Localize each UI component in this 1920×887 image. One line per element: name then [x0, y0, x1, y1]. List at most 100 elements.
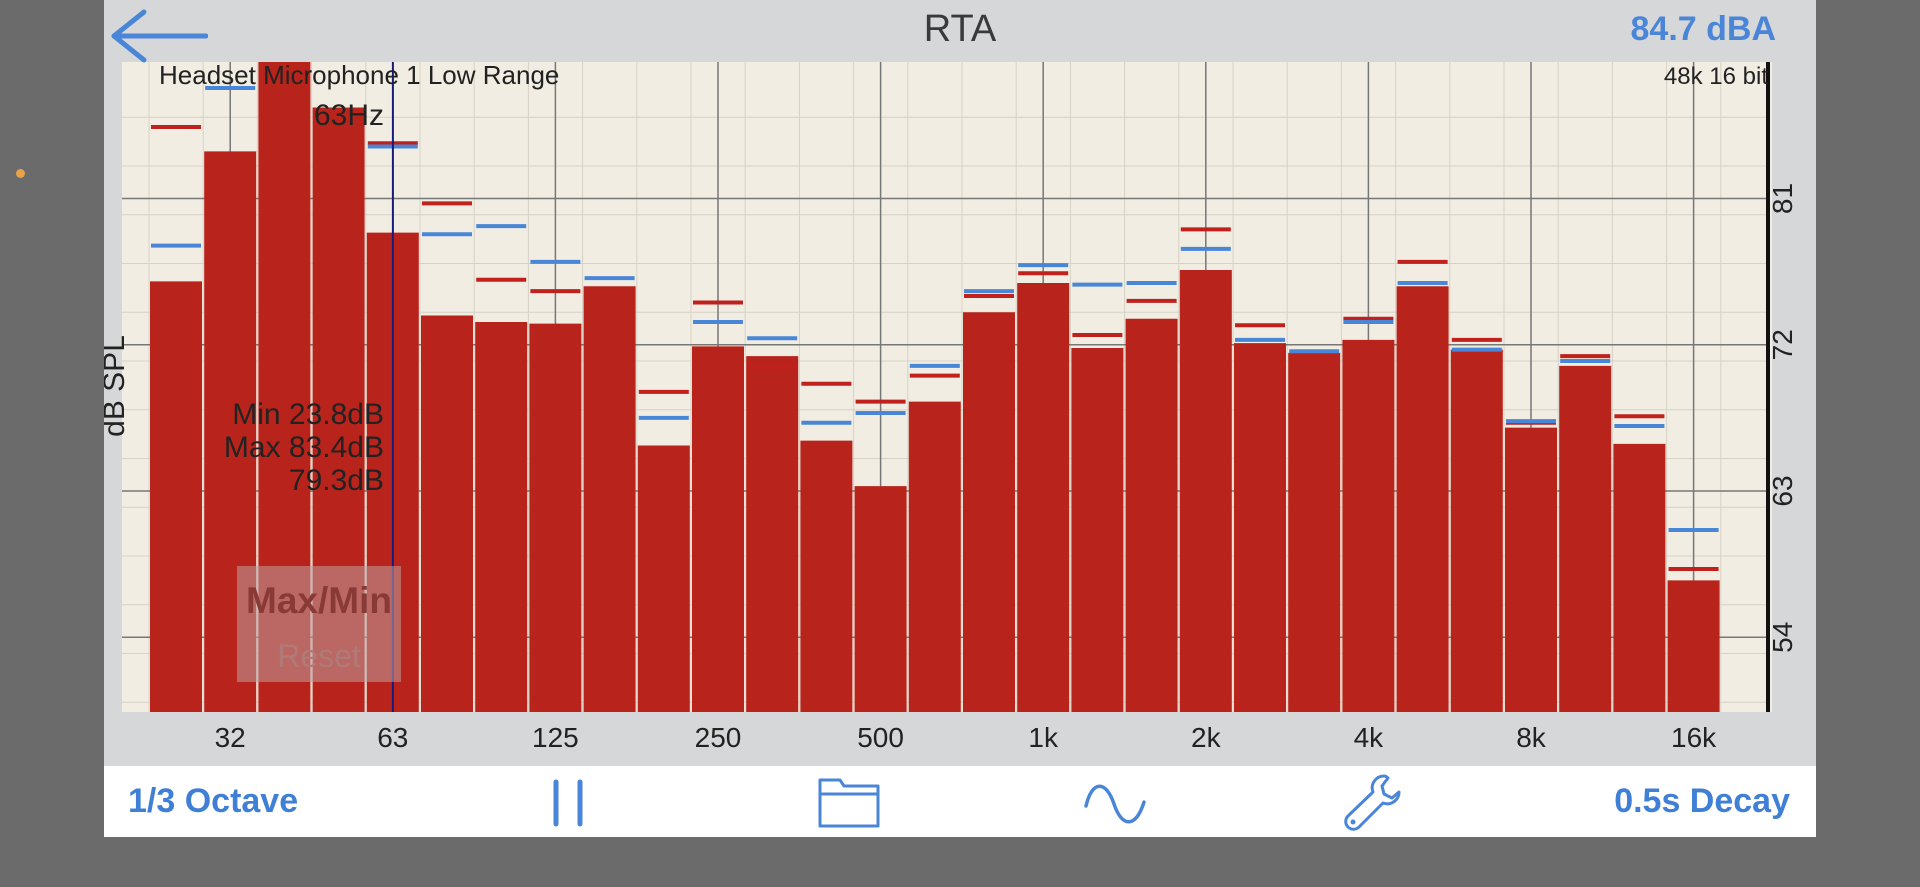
x-tick-label: 8k [1516, 722, 1547, 753]
x-tick-label: 1k [1028, 722, 1059, 753]
average-marker [1451, 347, 1502, 352]
average-marker [638, 415, 689, 420]
average-marker [1180, 246, 1231, 251]
y-tick-label: 63 [1767, 475, 1798, 506]
octave-resolution-button[interactable]: 1/3 Octave [128, 782, 299, 820]
average-marker [1506, 419, 1556, 424]
average-marker [747, 336, 798, 341]
max-marker [1343, 316, 1394, 321]
max-marker [1560, 354, 1611, 359]
cursor-frequency-label: 63Hz [314, 99, 384, 132]
max-marker [855, 399, 906, 404]
max-min-reset-button[interactable]: Max/Min Reset [237, 566, 401, 682]
average-marker [1343, 320, 1394, 324]
x-tick-label: 16k [1671, 722, 1717, 753]
wrench-icon [1344, 774, 1401, 831]
average-marker [151, 243, 201, 248]
peak-markers [151, 86, 1719, 571]
spectrum-bar [692, 346, 744, 712]
device-label: Headset Microphone 1 Low Range [159, 60, 559, 90]
back-arrow-icon [111, 9, 209, 63]
spectrum-bar [150, 281, 202, 712]
average-marker [855, 411, 906, 415]
spectrum-bar [1179, 270, 1232, 712]
average-marker [1560, 359, 1611, 363]
reset-label: Reset [277, 638, 361, 674]
average-marker [693, 320, 743, 324]
average-marker [205, 86, 256, 90]
back-button[interactable] [108, 6, 209, 66]
max-marker [801, 381, 852, 386]
x-tick-label: 32 [215, 722, 246, 753]
average-marker [1235, 337, 1285, 342]
spectrum-bar [529, 323, 582, 712]
bottom-toolbar: 1/3 Octave 0.5s Decay [104, 766, 1816, 837]
average-marker [801, 420, 852, 425]
max-marker [1668, 567, 1719, 571]
decay-time-button[interactable]: 0.5s Decay [1614, 782, 1790, 820]
pause-button[interactable] [538, 774, 598, 835]
spectrum-bar [421, 315, 473, 712]
rta-app: 54 63 72 81 32 63 125 250 500 1k 2k 4k 8k 16k dB SPL… [104, 0, 1816, 837]
max-readout: Max 83.4dB [224, 431, 384, 464]
rta-chart: 54 63 72 81 32 63 125 250 500 1k 2k 4k 8k 16k dB SPL… [104, 60, 1798, 753]
max-marker [1451, 337, 1502, 342]
max-marker [964, 294, 1014, 298]
x-tick-label: 2k [1191, 722, 1222, 753]
pause-icon [553, 779, 583, 827]
format-label: 48k 16 bit [1664, 63, 1768, 90]
max-marker [1126, 298, 1177, 303]
spectrum-bar [1450, 349, 1503, 712]
spectrum-bar [800, 440, 853, 712]
x-tick-label: 125 [532, 722, 579, 753]
x-tick-label: 63 [377, 722, 408, 753]
dba-level-readout: 84.7 dBA [1630, 10, 1777, 48]
average-marker [1397, 281, 1448, 285]
spectrum-bar [1559, 365, 1612, 712]
settings-button[interactable] [1340, 770, 1410, 839]
average-marker [584, 276, 635, 281]
spectrum-bar [1667, 580, 1720, 712]
max-marker [476, 277, 527, 282]
max-marker [1072, 333, 1123, 337]
spectrum-bar [1342, 339, 1395, 712]
header-bar: RTA 84.7 dBA [104, 0, 1816, 63]
average-marker [1614, 424, 1665, 428]
spectrum-bar [1613, 443, 1666, 712]
spectrum-bar [854, 486, 907, 712]
max-marker [1018, 271, 1069, 276]
x-tick-label: 250 [695, 722, 742, 753]
max-marker [151, 125, 201, 129]
min-readout: Min 23.8dB [232, 398, 384, 431]
average-marker [530, 259, 581, 264]
max-marker [1235, 323, 1285, 328]
max-marker [693, 300, 743, 305]
average-marker [1072, 282, 1123, 287]
average-marker [476, 224, 527, 229]
spectrum-bar [1396, 286, 1449, 712]
spectrum-bar [1234, 343, 1286, 712]
y-axis-label: dB SPL [104, 335, 131, 437]
average-marker [964, 289, 1014, 294]
spectrum-bar [637, 445, 690, 712]
spectrum-bar [1288, 352, 1341, 712]
average-marker [909, 363, 960, 368]
y-tick-label: 72 [1767, 329, 1798, 360]
x-tick-label: 500 [857, 722, 904, 753]
y-tick-label: 81 [1767, 183, 1798, 214]
average-marker [1126, 281, 1177, 285]
open-file-button[interactable] [814, 774, 884, 837]
max-marker [1180, 227, 1231, 232]
spectrum-bars [150, 62, 1720, 712]
spectrum-bar [908, 401, 961, 712]
spectrum-bar [475, 322, 528, 712]
max-marker [530, 289, 581, 294]
x-tick-labels: 32 63 125 250 500 1k 2k 4k 8k 16k [215, 722, 1718, 753]
status-dot [16, 169, 25, 178]
weighting-curve-button[interactable] [1080, 776, 1150, 837]
spectrum-bar [1125, 318, 1178, 712]
spectrum-bar [746, 356, 799, 712]
y-tick-label: 54 [1767, 622, 1798, 653]
spectrum-bar [1071, 348, 1124, 712]
max-marker [1397, 259, 1448, 264]
